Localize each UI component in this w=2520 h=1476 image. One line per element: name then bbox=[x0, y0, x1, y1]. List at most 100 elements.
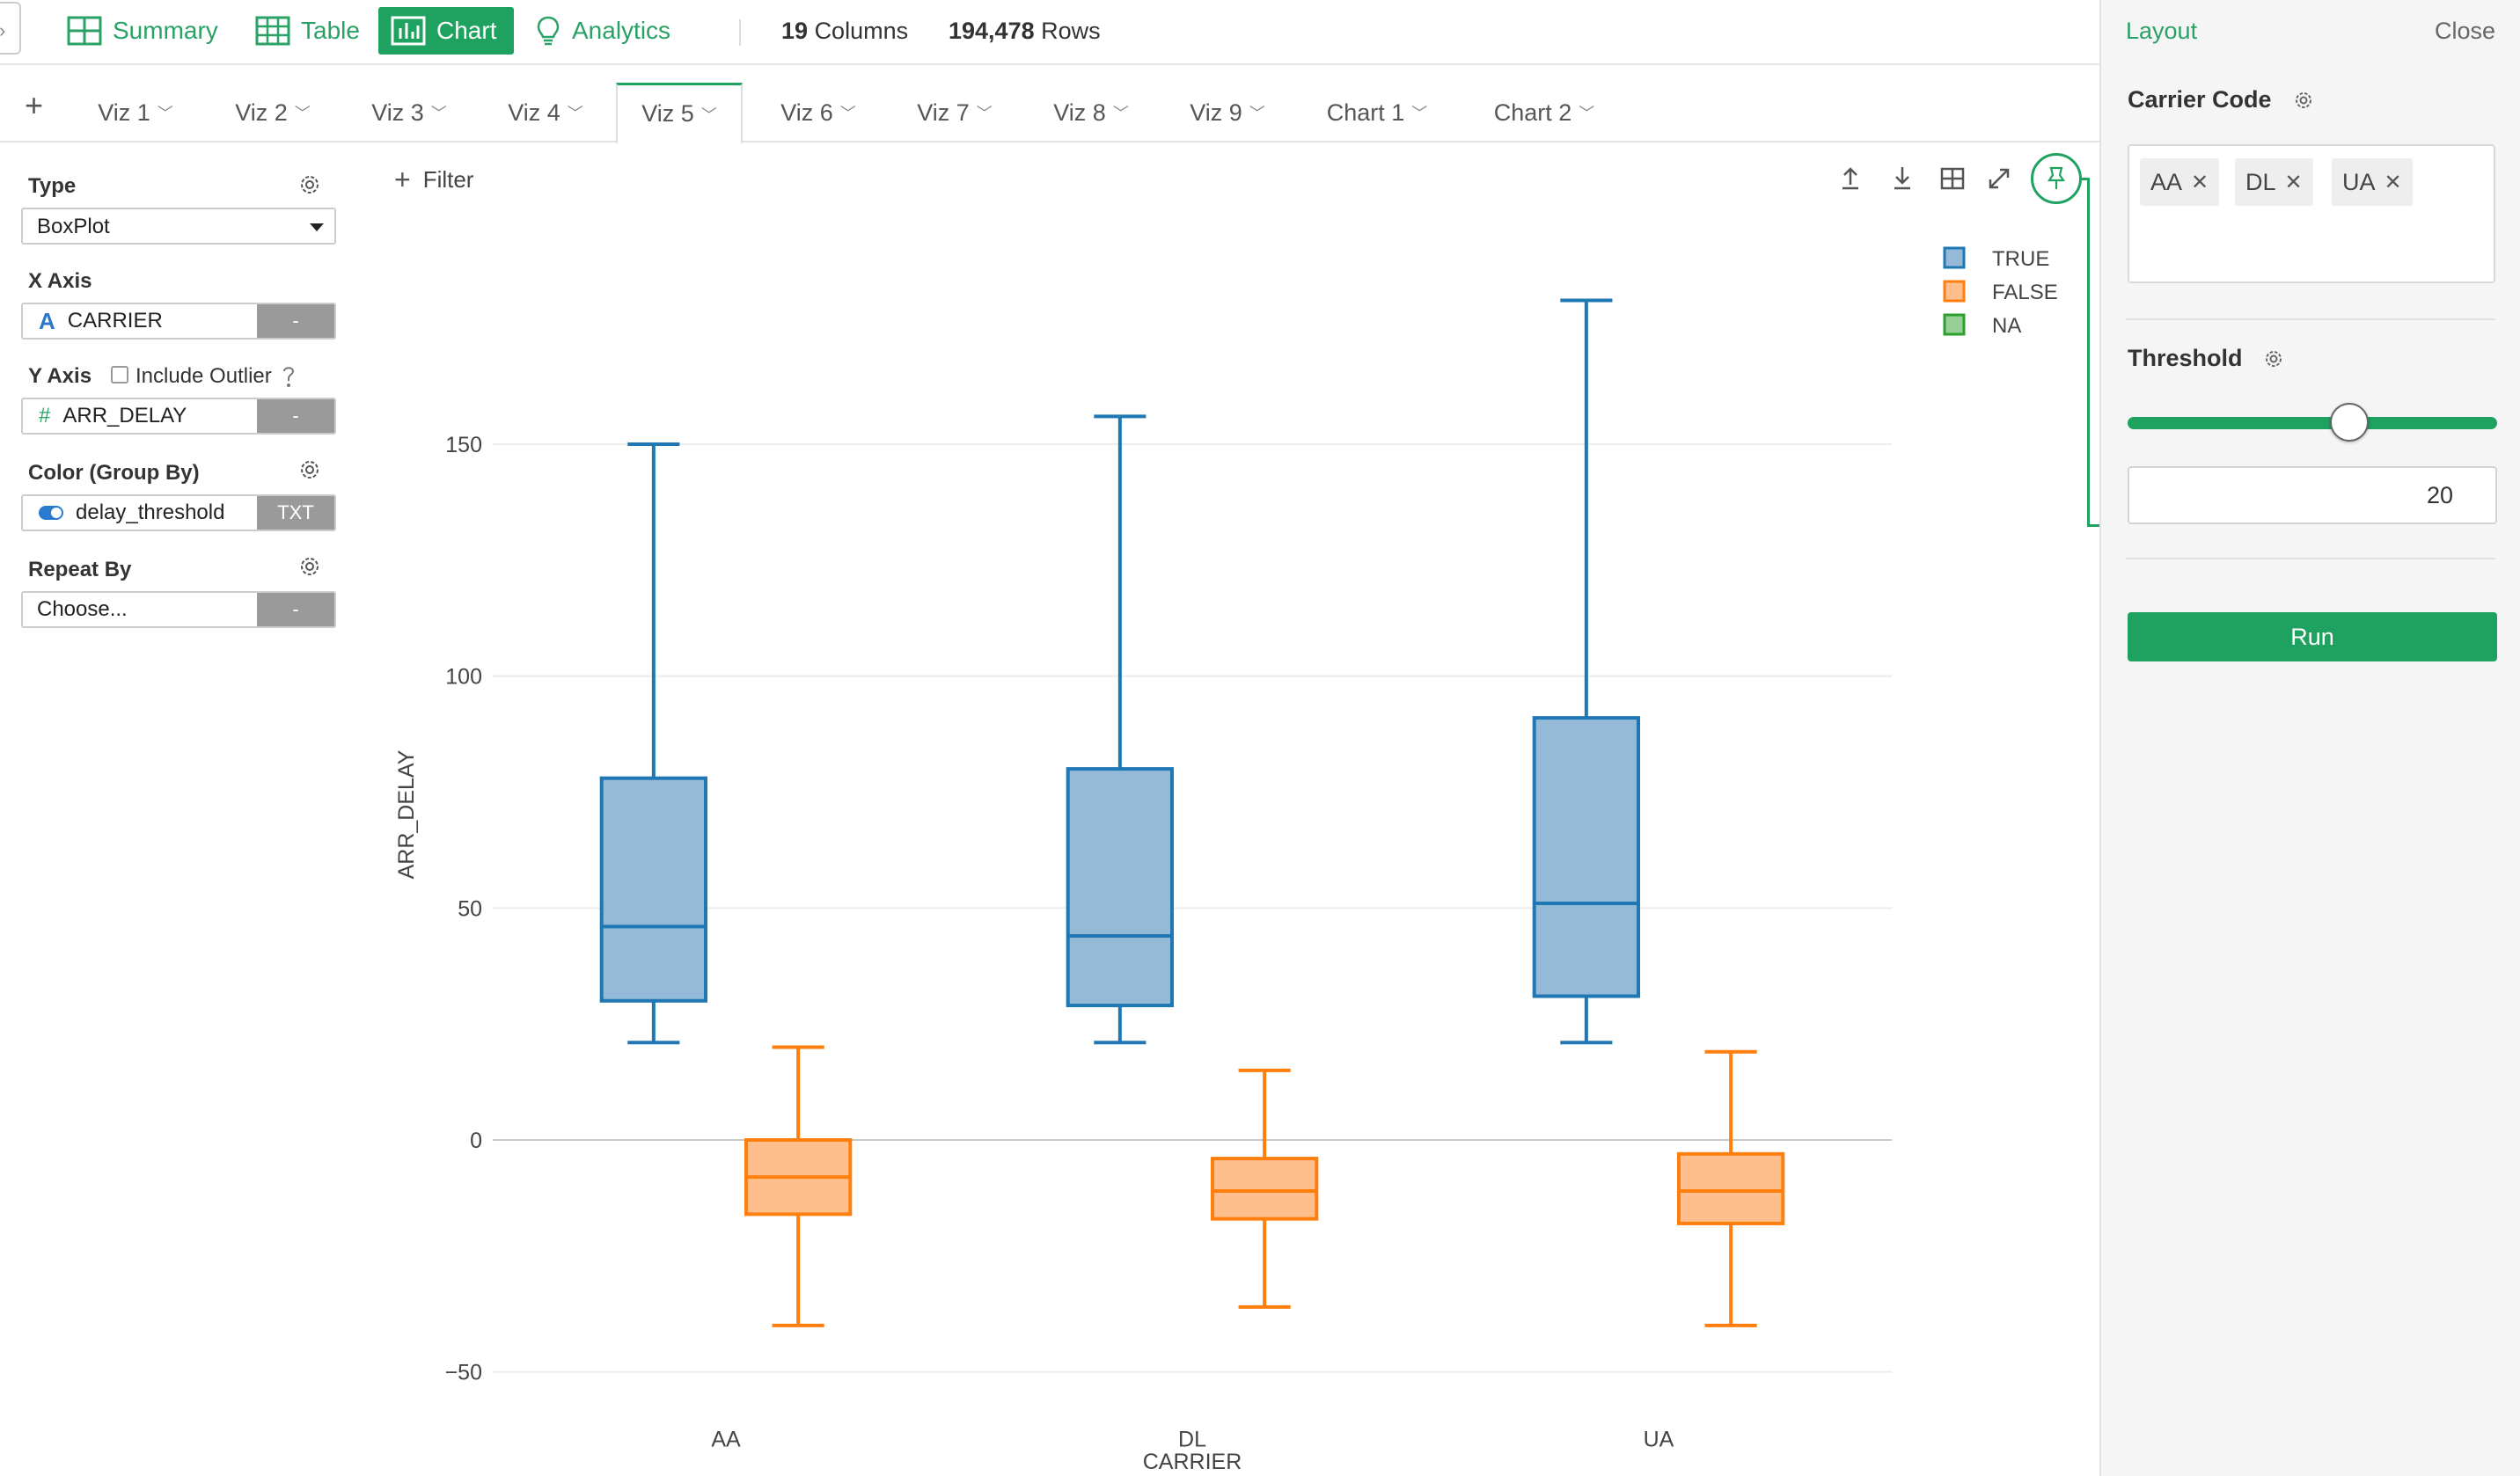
remove-chip-icon[interactable]: ✕ bbox=[2191, 170, 2209, 194]
iqr-box bbox=[1066, 767, 1174, 1008]
y-axis-column[interactable]: # ARR_DELAY bbox=[23, 399, 257, 433]
collapse-sidebar-button[interactable]: › bbox=[0, 2, 21, 55]
color-settings-gear-icon[interactable] bbox=[297, 457, 322, 482]
chart-button[interactable]: Chart bbox=[378, 7, 514, 55]
tab-label: Viz 9 bbox=[1190, 99, 1242, 126]
legend-label-false: FALSE bbox=[1992, 281, 2058, 304]
threshold-input[interactable]: 20 bbox=[2128, 466, 2497, 524]
chevron-down-icon: ﹀ bbox=[1411, 105, 1428, 122]
analytics-button[interactable]: Analytics bbox=[523, 7, 683, 55]
y-axis-label: Y Axis bbox=[28, 364, 92, 388]
add-tab-button[interactable]: + bbox=[25, 87, 44, 123]
table-label: Table bbox=[301, 17, 360, 44]
chevron-down-icon: ﹀ bbox=[157, 105, 173, 122]
carrier-chip-dl[interactable]: DL ✕ bbox=[2235, 158, 2313, 206]
x-axis-column[interactable]: A CARRIER bbox=[23, 304, 257, 338]
threshold-slider-handle[interactable] bbox=[2330, 403, 2369, 442]
tab-viz-3[interactable]: Viz 3 ﹀ bbox=[348, 83, 471, 142]
y-tick-label: 100 bbox=[445, 665, 482, 690]
tab-viz-9[interactable]: Viz 9 ﹀ bbox=[1166, 83, 1289, 142]
pin-icon bbox=[2047, 166, 2066, 189]
pin-button[interactable] bbox=[2031, 153, 2082, 204]
grid-layout-icon[interactable] bbox=[1938, 164, 1967, 194]
tab-label: Chart 1 bbox=[1326, 99, 1405, 126]
legend-label-true: TRUE bbox=[1992, 247, 2049, 271]
y-tick-label: 0 bbox=[470, 1129, 482, 1153]
threshold-settings-gear-icon[interactable] bbox=[2263, 348, 2284, 369]
color-field[interactable]: delay_threshold TXT bbox=[21, 494, 336, 531]
chart-label: Chart bbox=[436, 17, 497, 44]
repeat-by-field[interactable]: Choose... - bbox=[21, 591, 336, 628]
tab-label: Chart 2 bbox=[1493, 99, 1572, 126]
run-button[interactable]: Run bbox=[2128, 612, 2497, 661]
tab-label: Viz 4 bbox=[508, 99, 560, 126]
x-tick-label: UA bbox=[1644, 1428, 1674, 1452]
repeat-by-value[interactable]: Choose... bbox=[37, 597, 128, 621]
x-axis-title: CARRIER bbox=[1143, 1450, 1242, 1474]
iqr-box bbox=[599, 776, 707, 1003]
chevron-down-icon: ﹀ bbox=[567, 105, 583, 122]
layout-tab[interactable]: Layout bbox=[2126, 18, 2198, 44]
repeat-type-button[interactable]: - bbox=[257, 593, 334, 626]
tab-label: Viz 5 bbox=[641, 100, 694, 127]
chevron-right-icon: › bbox=[0, 19, 5, 42]
panel-divider bbox=[2126, 558, 2495, 559]
tab-viz-1[interactable]: Viz 1 ﹀ bbox=[74, 83, 197, 142]
carrier-code-title: Carrier Code bbox=[2128, 86, 2272, 113]
include-outlier-label: Include Outlier bbox=[136, 364, 272, 388]
tab-viz-8[interactable]: Viz 8 ﹀ bbox=[1029, 83, 1153, 142]
table-button[interactable]: Table bbox=[243, 7, 372, 55]
color-column[interactable]: delay_threshold bbox=[23, 496, 257, 530]
chevron-down-icon: ﹀ bbox=[839, 105, 856, 122]
help-icon[interactable] bbox=[280, 364, 297, 389]
remove-chip-icon[interactable]: ✕ bbox=[2284, 170, 2303, 194]
panel-divider bbox=[2126, 318, 2495, 320]
carrier-settings-gear-icon[interactable] bbox=[2293, 90, 2314, 111]
tab-viz-2[interactable]: Viz 2 ﹀ bbox=[211, 83, 334, 142]
tab-viz-6[interactable]: Viz 6 ﹀ bbox=[757, 83, 880, 142]
y-tick-label: −50 bbox=[445, 1361, 482, 1385]
download-icon[interactable] bbox=[1887, 164, 1917, 194]
tab-viz-7[interactable]: Viz 7 ﹀ bbox=[893, 83, 1016, 142]
y-axis-type-button[interactable]: - bbox=[257, 399, 334, 433]
remove-chip-icon[interactable]: ✕ bbox=[2384, 170, 2402, 194]
x-tick-label: DL bbox=[1178, 1428, 1206, 1452]
tab-chart-1[interactable]: Chart 1 ﹀ bbox=[1311, 83, 1443, 142]
chart-type-select[interactable]: BoxPlot bbox=[21, 208, 336, 245]
x-axis-label: X Axis bbox=[28, 269, 92, 293]
upload-icon[interactable] bbox=[1835, 164, 1865, 194]
numeric-type-icon: # bbox=[39, 404, 51, 427]
x-axis-field[interactable]: A CARRIER - bbox=[21, 303, 336, 340]
include-outlier-checkbox[interactable] bbox=[111, 366, 128, 384]
tab-viz-5[interactable]: Viz 5 ﹀ bbox=[616, 83, 743, 144]
summary-button[interactable]: Summary bbox=[55, 7, 231, 55]
box-true-dl bbox=[1066, 414, 1174, 1045]
carrier-chip-ua[interactable]: UA ✕ bbox=[2332, 158, 2413, 206]
type-settings-gear-icon[interactable] bbox=[297, 172, 322, 197]
x-axis-type-button[interactable]: - bbox=[257, 304, 334, 338]
chevron-down-icon: ﹀ bbox=[1579, 105, 1595, 122]
legend-swatch-na bbox=[1943, 313, 1966, 336]
color-type-button[interactable]: TXT bbox=[257, 496, 334, 530]
y-tick-label: 50 bbox=[458, 896, 482, 921]
plus-icon: + bbox=[394, 164, 411, 195]
analytics-label: Analytics bbox=[572, 17, 671, 44]
tab-viz-4[interactable]: Viz 4 ﹀ bbox=[484, 83, 607, 142]
threshold-title: Threshold bbox=[2128, 345, 2243, 371]
carrier-chip-aa[interactable]: AA ✕ bbox=[2140, 158, 2220, 206]
carrier-code-selector[interactable]: AA ✕ DL ✕ UA ✕ bbox=[2128, 144, 2495, 283]
chevron-down-icon: ﹀ bbox=[430, 105, 447, 122]
chevron-down-icon: ﹀ bbox=[700, 106, 717, 124]
tab-chart-2[interactable]: Chart 2 ﹀ bbox=[1478, 83, 1610, 142]
chart-type-value: BoxPlot bbox=[37, 215, 110, 238]
expand-icon[interactable] bbox=[1984, 164, 2014, 194]
threshold-slider-track[interactable] bbox=[2128, 417, 2497, 429]
pin-connector-line bbox=[2082, 178, 2089, 180]
y-axis-field[interactable]: # ARR_DELAY - bbox=[21, 398, 336, 435]
repeat-settings-gear-icon[interactable] bbox=[297, 554, 322, 579]
color-group-label: Color (Group By) bbox=[28, 461, 200, 485]
add-filter-button[interactable]: + Filter bbox=[394, 165, 473, 194]
pin-connector-line-bottom bbox=[2087, 524, 2101, 527]
close-panel-button[interactable]: Close bbox=[2434, 18, 2495, 44]
table-icon bbox=[255, 16, 290, 46]
